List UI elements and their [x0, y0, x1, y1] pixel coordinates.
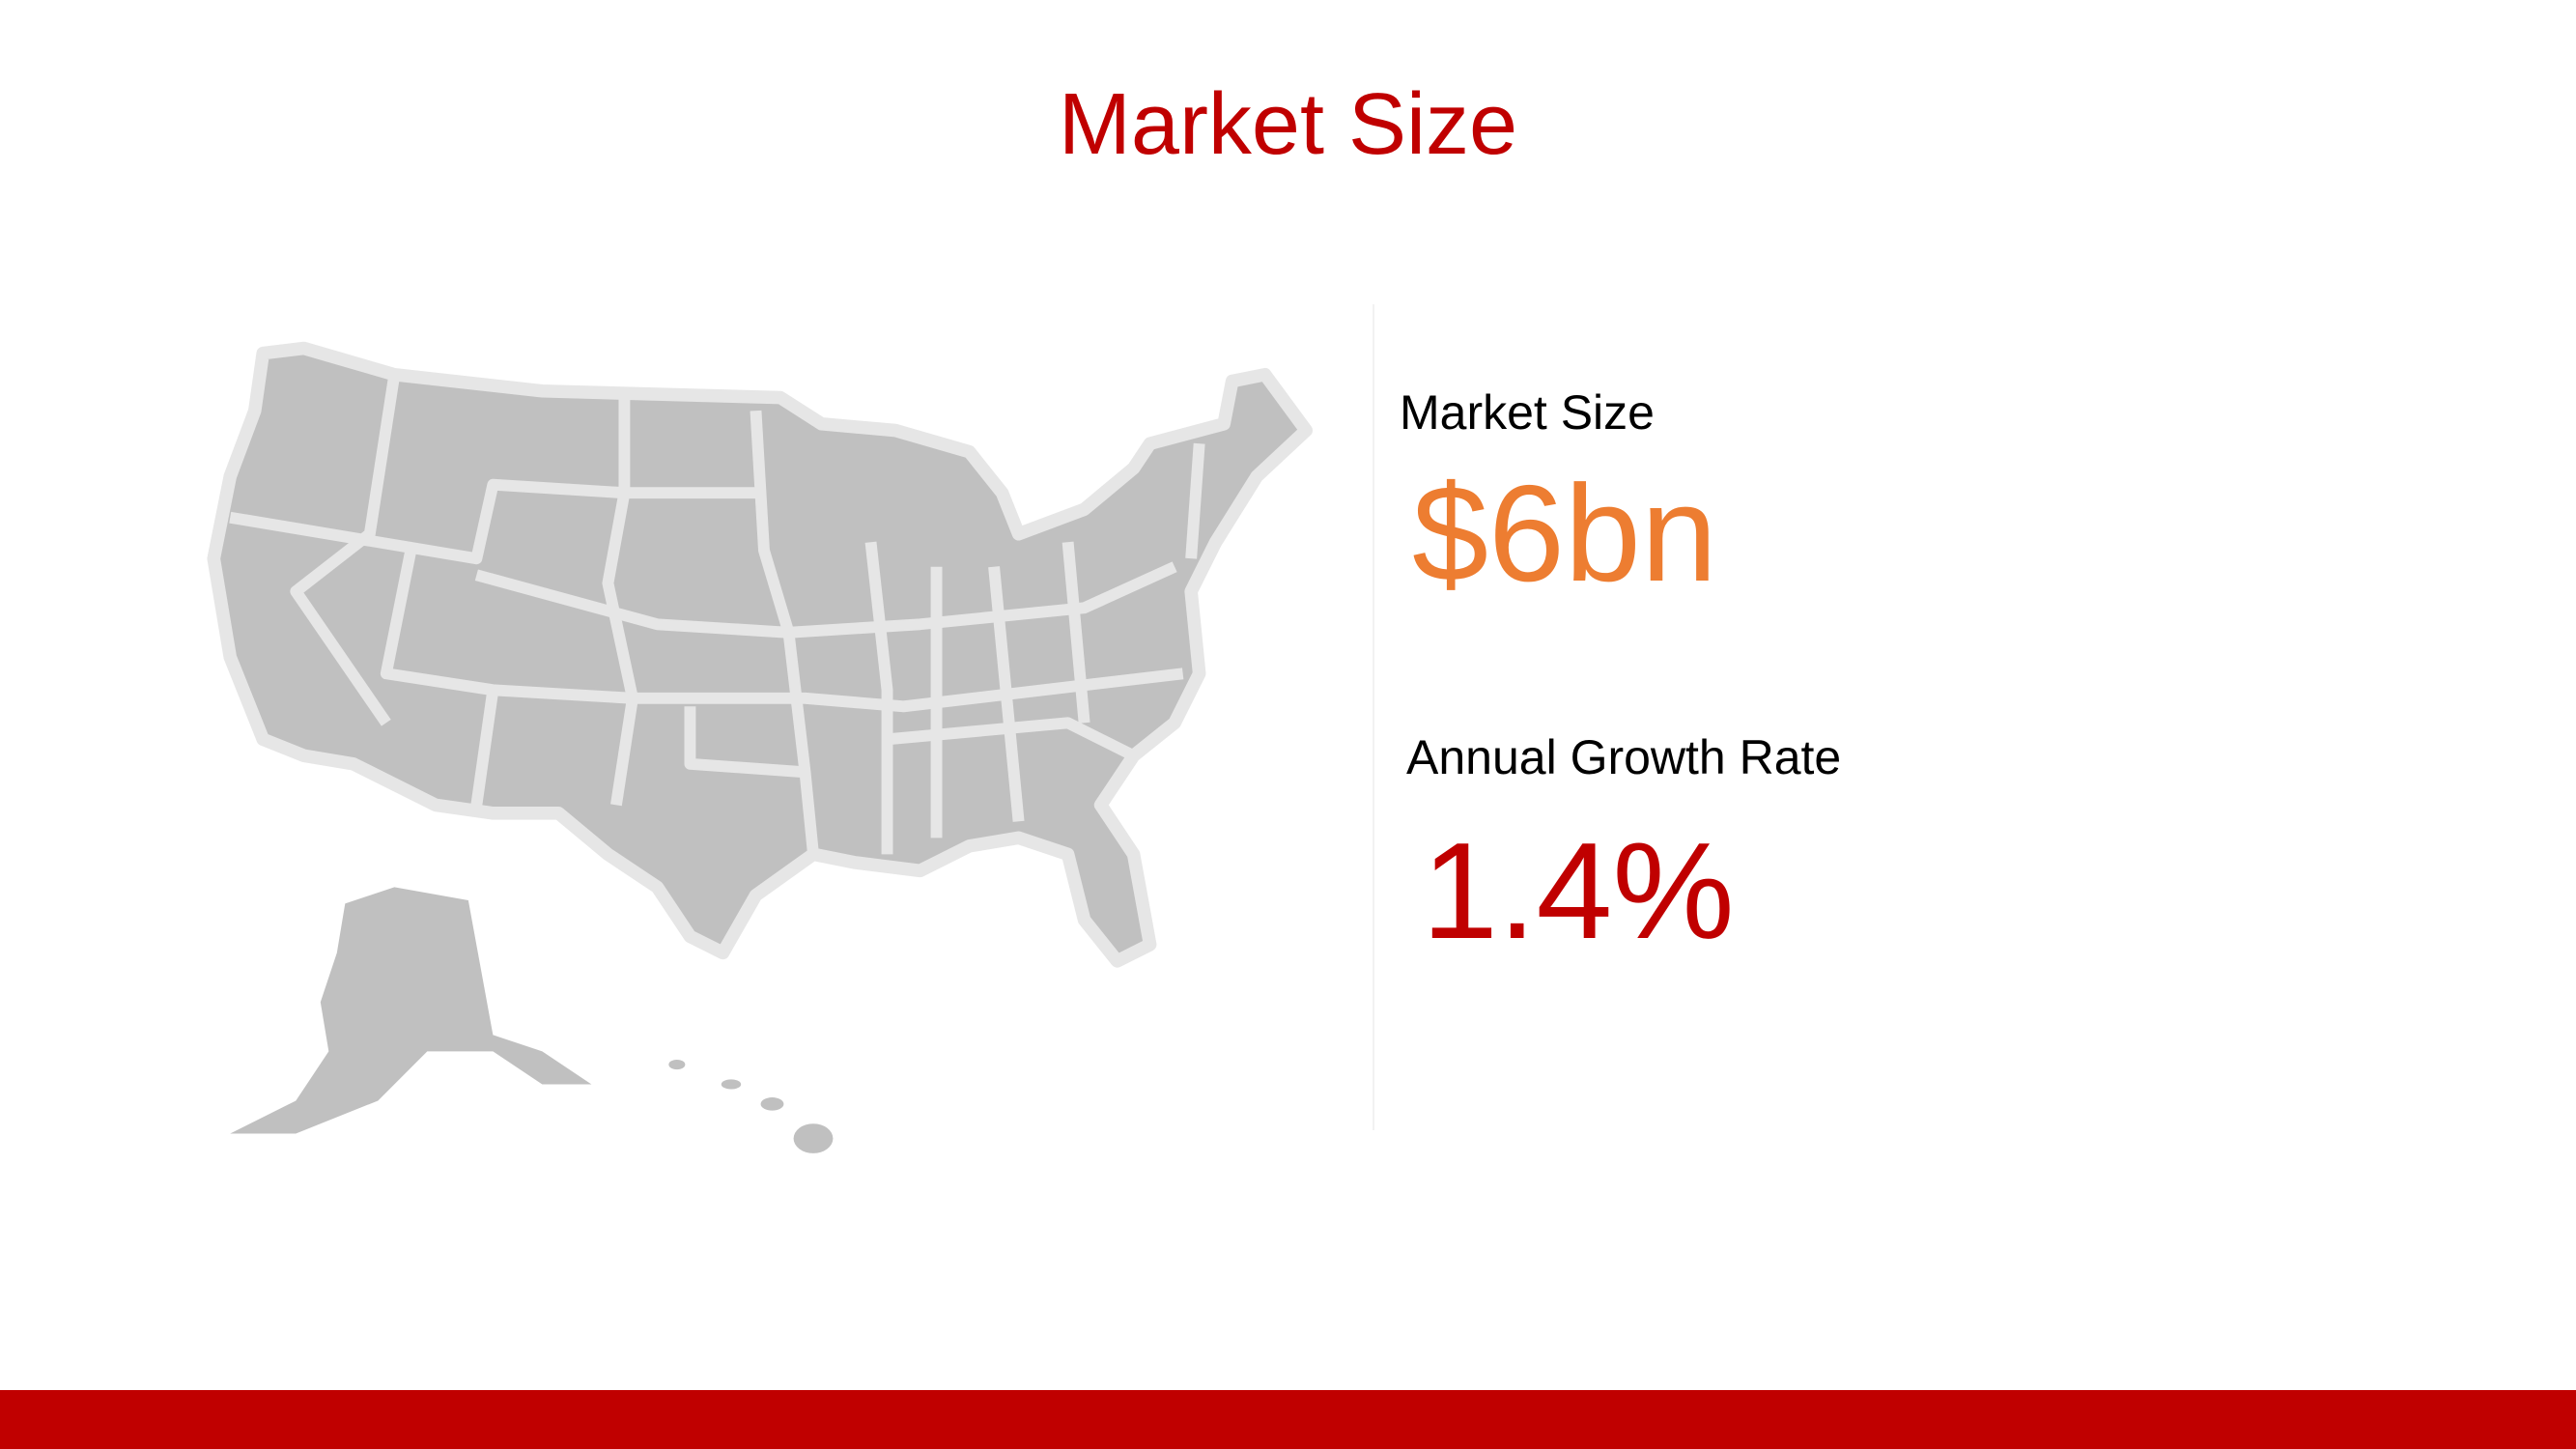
- market-size-value: $6bn: [1412, 457, 1717, 611]
- page-title: Market Size: [1058, 76, 1518, 173]
- alaska-shape: [230, 887, 592, 1134]
- footer-bar: [0, 1390, 2576, 1449]
- divider: [1373, 304, 1374, 1130]
- growth-rate-label: Annual Growth Rate: [1406, 730, 1842, 784]
- hawaii-shape: [668, 1059, 686, 1070]
- growth-rate-value: 1.4%: [1422, 814, 1735, 968]
- market-size-label: Market Size: [1400, 385, 1655, 440]
